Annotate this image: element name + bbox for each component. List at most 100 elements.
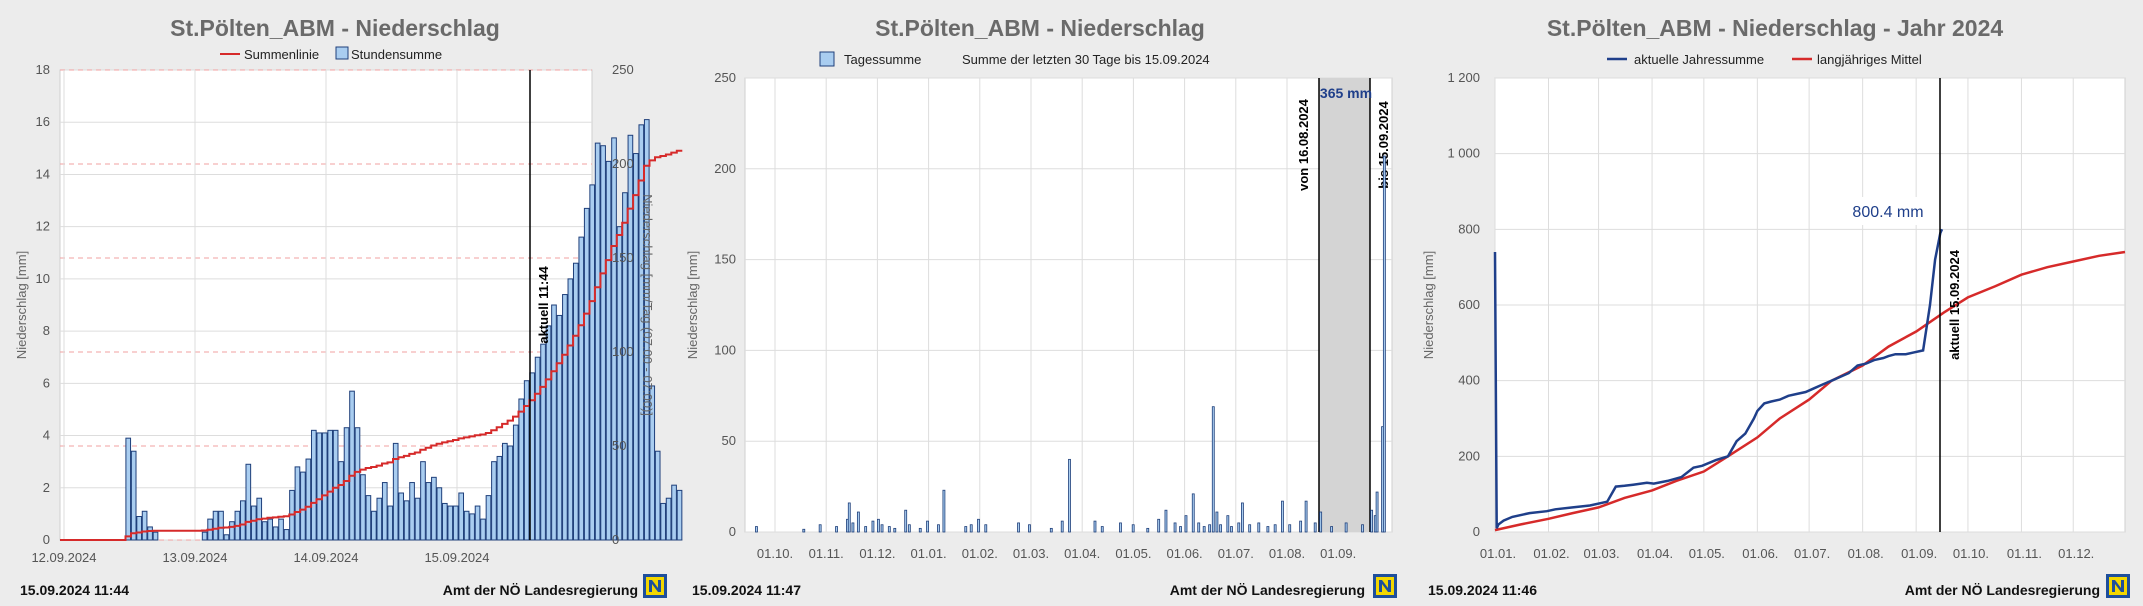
chart1-ytick-right: 150 <box>612 250 634 265</box>
chart2-bar <box>1219 524 1222 533</box>
chart1-bar <box>622 192 628 541</box>
chart1-bar <box>676 489 683 541</box>
chart2-ytick: 250 <box>714 70 736 85</box>
chart1-bar <box>502 442 508 541</box>
chart-annual-precipitation: St.Pölten_ABM - Niederschlag - Jahr 2024… <box>1421 15 2130 598</box>
chart2-bar <box>942 489 946 533</box>
chart3-footer-org: Amt der NÖ Landesregierung <box>1905 582 2100 598</box>
chart1-bar <box>272 526 279 541</box>
chart1-bar <box>392 442 399 541</box>
chart1-bar <box>218 510 224 541</box>
chart3-xtick: 01.05. <box>1689 546 1725 561</box>
chart2-footer-time: 15.09.2024 11:47 <box>692 582 801 598</box>
chart2-bar <box>1299 520 1303 533</box>
chart2-bar <box>877 518 880 533</box>
chart2-bar <box>1230 526 1233 533</box>
chart3-xtick: 01.11. <box>2007 546 2042 561</box>
chart1-bar <box>540 343 546 541</box>
chart2-ytick: 200 <box>714 161 736 176</box>
chart1-bar <box>310 429 317 541</box>
chart1-bar <box>212 510 219 541</box>
chart1-bar <box>523 380 530 541</box>
chart1-bar <box>643 119 650 541</box>
chart1-bar <box>491 461 497 541</box>
chart2-bar <box>871 520 875 533</box>
chart1-bar <box>409 482 415 541</box>
chart1-bar <box>267 518 273 541</box>
chart3-legend[interactable]: aktuelle Jahressumme langjähriges Mittel <box>1607 52 1922 67</box>
chart1-bar <box>611 137 617 541</box>
chart2-bar <box>1266 526 1270 533</box>
chart2-bar <box>1288 524 1292 533</box>
chart1-bar <box>371 510 377 541</box>
chart1-ytick-left: 14 <box>36 166 50 181</box>
legend-label-tagessumme: Tagessumme <box>844 52 921 67</box>
chart2-bar <box>1375 491 1379 533</box>
chart1-bar <box>671 484 677 541</box>
chart3-footer-time: 15.09.2024 11:46 <box>1428 582 1537 598</box>
chart3-xtick: 01.04. <box>1637 546 1673 561</box>
chart2-bar <box>904 509 908 533</box>
chart2-bar <box>1164 509 1168 533</box>
chart3-ytick: 200 <box>1458 448 1480 463</box>
chart1-bar <box>452 505 459 541</box>
chart1-legend[interactable]: Summenlinie Stundensumme <box>220 46 442 62</box>
chart2-bar <box>1319 511 1323 533</box>
chart2-footer-org: Amt der NÖ Landesregierung <box>1170 582 1365 598</box>
chart1-bar <box>583 207 590 541</box>
chart1-yaxis-right: 0 50 100 150 200 250 <box>612 62 634 547</box>
chart2-legend[interactable]: Tagessumme Summe der letzten 30 Tage bis… <box>819 51 1210 67</box>
chart2-bar <box>918 527 922 533</box>
chart1-ytick-right: 50 <box>612 438 626 453</box>
chart1-bar <box>294 466 301 541</box>
chart2-bar <box>856 511 860 533</box>
chart2-bar <box>1197 522 1201 533</box>
chart1-bar <box>512 424 519 541</box>
chart1-bar <box>338 461 344 541</box>
chart2-band-from: von 16.08.2024 <box>1296 98 1311 191</box>
chart1-bar <box>638 124 645 541</box>
chart2-bar <box>937 524 940 533</box>
legend-label-summe-30-tage: Summe der letzten 30 Tage bis 15.09.2024 <box>962 52 1210 67</box>
chart1-bar <box>562 294 568 541</box>
chart3-xtick: 01.01. <box>1480 546 1516 561</box>
chart1-bar <box>567 278 574 541</box>
chart1-ylabel-left: Niederschlag [mm] <box>14 251 29 359</box>
chart1-ytick-left: 10 <box>36 271 50 286</box>
chart3-xtick: 01.07. <box>1794 546 1830 561</box>
chart2-xtick: 01.03. <box>1013 546 1049 561</box>
chart2-ytick: 50 <box>722 433 736 448</box>
chart3-xaxis: 01.01. 01.02. 01.03. 01.04. 01.05. 01.06. 01.0… <box>1480 546 2094 561</box>
chart2-title: St.Pölten_ABM - Niederschlag <box>875 15 1205 41</box>
chart2-bar <box>969 524 973 533</box>
chart2-bar <box>847 502 851 533</box>
chart1-bar <box>327 429 334 541</box>
chart1-bar <box>485 495 492 541</box>
chart2-bar <box>1179 526 1182 533</box>
chart3-xtick: 01.02. <box>1533 546 1569 561</box>
chart2-bar <box>1273 524 1277 533</box>
chart1-ylabel-right: Niederschlag [mm/Tag (07:00 - 07:00)] <box>640 194 655 416</box>
chart1-bars <box>125 119 683 541</box>
chart2-bar <box>1281 500 1284 533</box>
chart2-bar <box>1017 522 1020 533</box>
chart1-xaxis: 12.09.2024 13.09.2024 14.09.2024 15.09.2024 <box>31 550 489 565</box>
chart1-bar <box>425 482 432 541</box>
chart3-xtick: 01.03. <box>1583 546 1619 561</box>
chart1-bar <box>130 450 137 541</box>
chart1-yaxis-left: 0 2 4 6 8 10 12 14 16 18 <box>36 62 50 547</box>
chart1-bar <box>469 513 475 541</box>
noe-logo-icon <box>2106 574 2130 598</box>
chart1-bar <box>545 325 552 541</box>
chart2-bar <box>1049 527 1053 533</box>
chart2-bar <box>977 518 980 533</box>
chart2-bar <box>1361 524 1364 533</box>
chart2-bar <box>887 526 891 533</box>
chart2-bar <box>964 526 968 533</box>
chart2-xtick: 01.11. <box>809 546 844 561</box>
chart1-bar <box>365 495 372 541</box>
chart1-now-label: aktuell 11:44 <box>536 266 551 344</box>
chart1-ytick-left: 8 <box>43 323 50 338</box>
chart3-ylabel: Niederschlag [mm] <box>1421 251 1436 359</box>
chart1-bar <box>627 134 634 541</box>
